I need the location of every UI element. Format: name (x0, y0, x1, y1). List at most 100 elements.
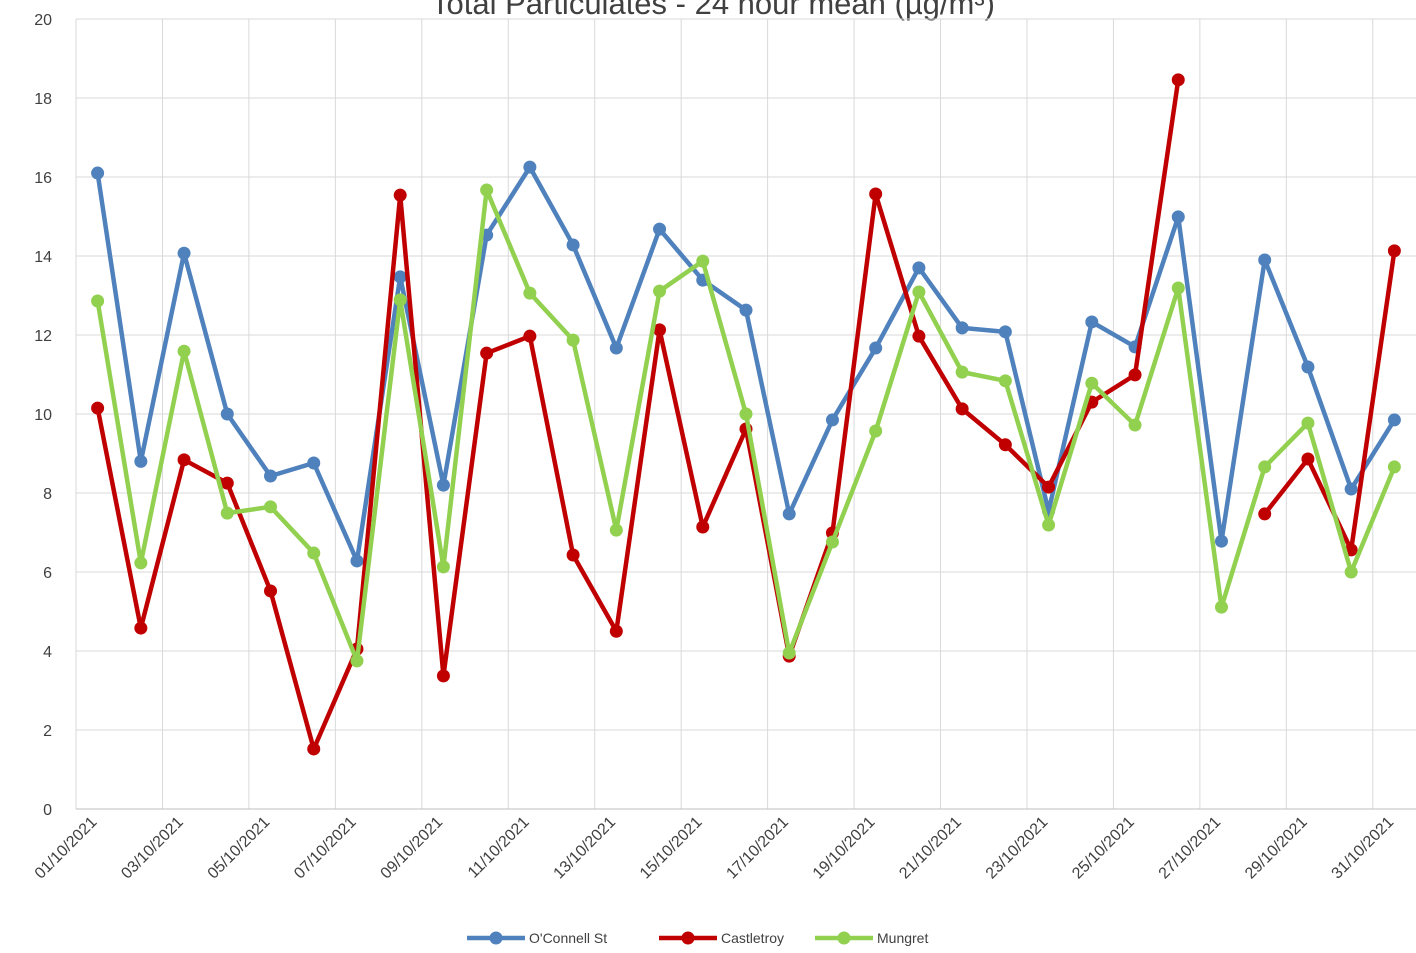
point (523, 329, 537, 343)
legend-marker (489, 931, 503, 945)
x-tick-label: 13/10/2021 (551, 814, 620, 883)
point (1128, 418, 1142, 432)
point (177, 453, 191, 467)
point (350, 554, 364, 568)
point (393, 293, 407, 307)
y-tick-label: 6 (43, 565, 52, 582)
point (134, 454, 148, 468)
x-tick-label: 03/10/2021 (118, 814, 187, 883)
point (177, 246, 191, 260)
x-tick-label: 25/10/2021 (1069, 814, 1138, 883)
point (955, 402, 969, 416)
y-tick-label: 2 (43, 723, 52, 740)
point (436, 669, 450, 683)
legend-label: O'Connell St (529, 930, 607, 946)
point (609, 341, 623, 355)
point (1344, 565, 1358, 579)
legend-marker (681, 931, 695, 945)
point (220, 506, 234, 520)
y-tick-label: 4 (43, 644, 52, 661)
point (1171, 281, 1185, 295)
point (523, 286, 537, 300)
point (825, 535, 839, 549)
y-tick-label: 8 (43, 486, 52, 503)
point (134, 621, 148, 635)
y-tick-label: 10 (34, 407, 52, 424)
y-tick-label: 0 (43, 802, 52, 819)
point (307, 742, 321, 756)
point (393, 188, 407, 202)
point (220, 407, 234, 421)
x-tick-label: 07/10/2021 (291, 814, 360, 883)
point (91, 166, 105, 180)
point (955, 321, 969, 335)
x-tick-label: 23/10/2021 (983, 814, 1052, 883)
point (912, 329, 926, 343)
point (566, 238, 580, 252)
x-tick-label: 09/10/2021 (378, 814, 447, 883)
point (1258, 253, 1272, 267)
point (653, 323, 667, 337)
point (955, 365, 969, 379)
x-tick-label: 01/10/2021 (32, 814, 101, 883)
x-tick-label: 31/10/2021 (1329, 814, 1398, 883)
point (1387, 244, 1401, 258)
point (1301, 360, 1315, 374)
point (696, 520, 710, 534)
point (739, 407, 753, 421)
point (480, 183, 494, 197)
x-tick-label: 29/10/2021 (1242, 814, 1311, 883)
point (1128, 368, 1142, 382)
y-tick-label: 18 (34, 91, 52, 108)
point (1171, 210, 1185, 224)
x-tick-label: 15/10/2021 (637, 814, 706, 883)
point (1387, 460, 1401, 474)
point (1301, 452, 1315, 466)
point (1042, 480, 1056, 494)
point (523, 160, 537, 174)
point (869, 424, 883, 438)
point (739, 303, 753, 317)
point (1387, 413, 1401, 427)
point (1214, 534, 1228, 548)
point (825, 413, 839, 427)
x-tick-label: 17/10/2021 (723, 814, 792, 883)
point (1085, 376, 1099, 390)
legend-label: Mungret (877, 930, 928, 946)
point (566, 333, 580, 347)
point (264, 500, 278, 514)
point (1344, 482, 1358, 496)
point (1258, 507, 1272, 521)
point (393, 270, 407, 284)
legend-label: Castletroy (721, 930, 784, 946)
point (653, 222, 667, 236)
point (264, 469, 278, 483)
point (1214, 600, 1228, 614)
point (307, 456, 321, 470)
point (134, 556, 148, 570)
point (307, 546, 321, 560)
point (264, 584, 278, 598)
y-tick-label: 14 (34, 249, 52, 266)
point (609, 523, 623, 537)
point (480, 346, 494, 360)
point (869, 187, 883, 201)
x-tick-label: 11/10/2021 (465, 814, 533, 882)
point (998, 438, 1012, 452)
point (869, 341, 883, 355)
point (1042, 518, 1056, 532)
point (998, 325, 1012, 339)
point (436, 560, 450, 574)
point (1301, 416, 1315, 430)
point (91, 294, 105, 308)
point (998, 374, 1012, 388)
point (609, 624, 623, 638)
x-tick-label: 21/10/2021 (896, 814, 965, 883)
point (177, 344, 191, 358)
x-tick-label: 27/10/2021 (1156, 814, 1225, 883)
legend-marker (837, 931, 851, 945)
x-tick-label: 19/10/2021 (810, 814, 879, 883)
point (436, 478, 450, 492)
y-tick-label: 16 (34, 170, 52, 187)
